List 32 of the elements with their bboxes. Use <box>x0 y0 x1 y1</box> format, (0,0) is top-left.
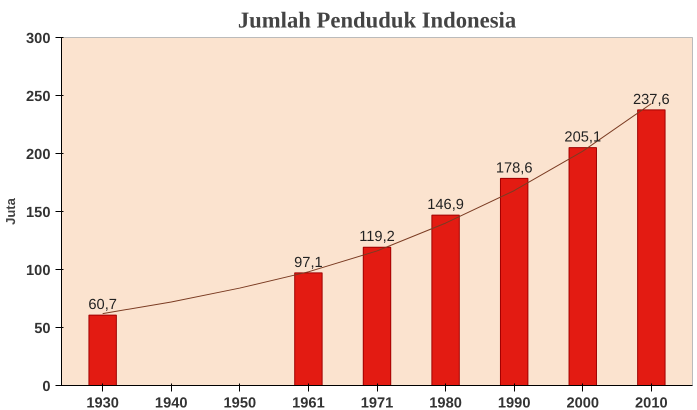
y-tick-label: 300 <box>26 31 51 47</box>
bar <box>362 246 392 386</box>
data-label: 146,9 <box>427 197 464 214</box>
y-tick-label: 50 <box>34 321 51 337</box>
data-label: 237,6 <box>633 92 670 108</box>
data-label: 178,6 <box>496 160 533 176</box>
bar <box>431 214 460 386</box>
x-tick-label: 2000 <box>566 396 600 410</box>
y-tick-label: 0 <box>42 379 51 395</box>
x-tick-label: 1940 <box>154 396 188 410</box>
bar <box>637 109 666 386</box>
y-tick-label: 150 <box>26 205 51 221</box>
data-label: 97,1 <box>294 254 323 271</box>
bar <box>88 314 117 386</box>
x-tick-label: 1961 <box>292 396 325 410</box>
y-tick-label: 100 <box>26 263 51 279</box>
bar <box>294 272 323 386</box>
x-tick-label: 1930 <box>86 396 119 410</box>
x-tick-label: 1980 <box>429 396 462 410</box>
x-tick-label: 2010 <box>635 396 668 410</box>
x-tick-label: 1950 <box>224 396 256 410</box>
data-label: 60,7 <box>88 297 117 314</box>
y-axis-title: Juta <box>3 197 18 225</box>
x-tick-label: 1990 <box>498 396 530 410</box>
x-tick-label: 1971 <box>360 396 394 410</box>
data-label: 205,1 <box>564 130 602 146</box>
chart-title: Jumlah Penduduk Indonesia <box>238 8 516 32</box>
data-label: 119,2 <box>359 229 395 246</box>
bar <box>500 178 528 386</box>
y-tick-label: 250 <box>26 89 51 105</box>
bar <box>568 147 597 386</box>
y-tick-label: 200 <box>26 147 51 163</box>
